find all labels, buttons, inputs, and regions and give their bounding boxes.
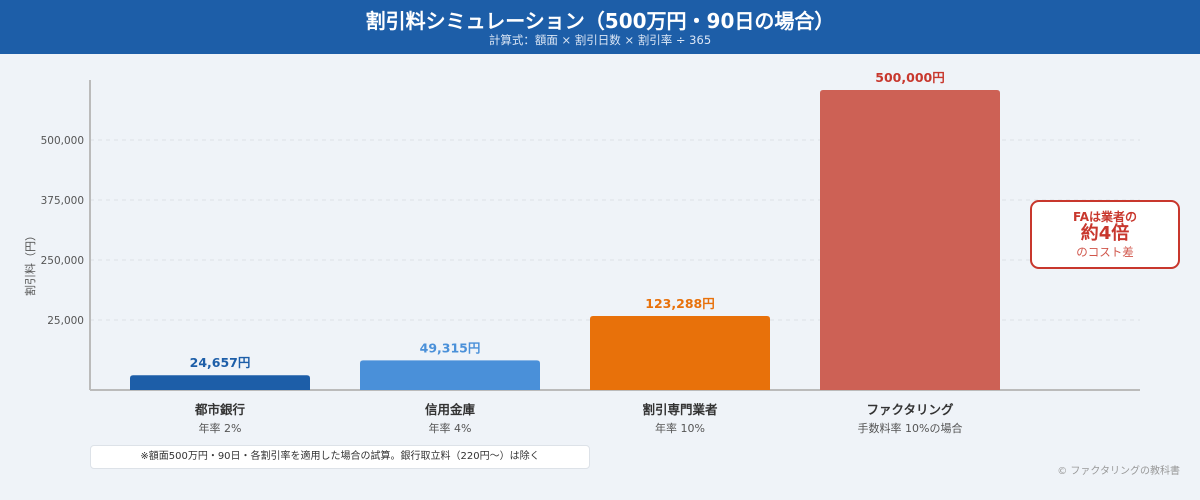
y-tick-label: 250,000 [41,255,84,267]
y-tick-label: 375,000 [41,195,84,207]
x-category-sublabel: 年率 10% [655,421,705,435]
bar [360,360,540,390]
footnote: ※額面500万円・90日・各割引率を適用した場合の試算。銀行取立料（220円〜）… [90,445,590,469]
x-category-label: ファクタリング [866,402,954,417]
bar-value-label: 500,000円 [875,70,944,85]
x-category-sublabel: 年率 4% [429,421,472,435]
bar-value-label: 49,315円 [420,340,481,355]
x-category-sublabel: 年率 2% [199,421,242,435]
cost-difference-callout: FAは業者の 約4倍 のコスト差 [1030,200,1180,269]
bar-value-label: 123,288円 [645,296,714,311]
chart-header: 割引料シミュレーション（500万円・90日の場合） 計算式：額面 × 割引日数 … [0,0,1200,54]
y-tick-label: 25,000 [47,315,84,327]
chart-subtitle: 計算式：額面 × 割引日数 × 割引率 ÷ 365 [488,33,712,47]
bar-value-label: 24,657円 [190,355,251,370]
x-category-label: 都市銀行 [194,402,246,417]
bar [820,90,1000,390]
bar [130,375,310,390]
y-axis-label: 割引料（円） [24,230,37,296]
callout-line1: FAは業者の [1072,210,1138,224]
copyright: © ファクタリングの教科書 [1057,466,1180,477]
x-category-label: 信用金庫 [425,402,476,417]
bar [590,316,770,390]
y-tick-label: 500,000 [41,135,84,147]
x-category-label: 割引専門業者 [642,402,718,417]
x-category-sublabel: 手数料率 10%の場合 [858,421,963,435]
chart-title: 割引料シミュレーション（500万円・90日の場合） [365,9,835,33]
callout-line3: のコスト差 [1076,245,1134,259]
callout-line2: 約4倍 [1080,223,1130,244]
